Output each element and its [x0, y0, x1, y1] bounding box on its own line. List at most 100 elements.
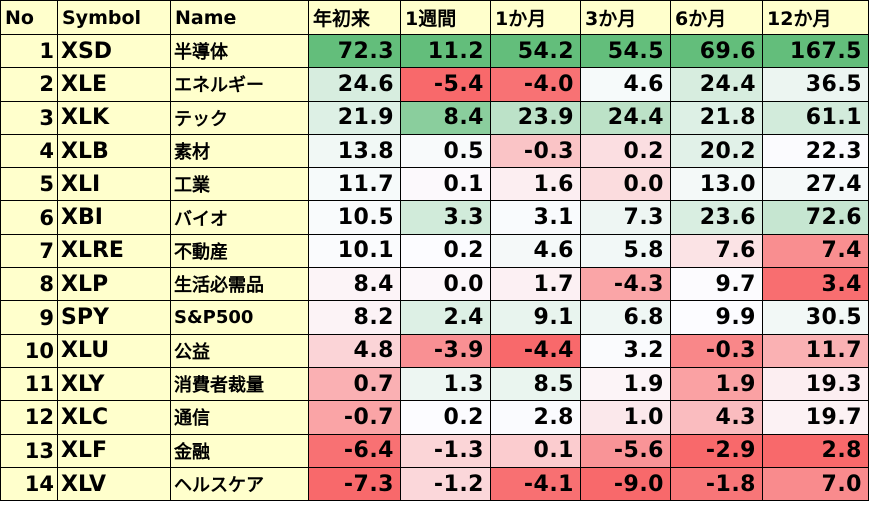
name-cell: 金融	[170, 433, 309, 468]
value-cell: 4.6	[490, 233, 581, 269]
value-cell: 30.5	[762, 300, 869, 335]
row-number: 12	[0, 400, 58, 435]
value-cell: 0.0	[400, 267, 491, 302]
header-cell: No	[0, 0, 58, 35]
value-cell: 27.4	[762, 167, 869, 202]
value-cell: 0.1	[490, 433, 581, 468]
data-row: 10 XLU 公益 4.8 -3.9 -4.4 3.2 -0.3 11.7	[0, 333, 869, 368]
data-row: 7 XLRE 不動産 10.1 0.2 4.6 5.8 7.6 7.4	[0, 233, 869, 269]
value-cell: 7.3	[580, 200, 671, 235]
value-cell: 2.4	[400, 300, 491, 335]
name-cell: エネルギー	[170, 67, 309, 102]
value-cell: -1.3	[400, 433, 491, 468]
value-cell: -4.3	[580, 267, 671, 302]
value-cell: 8.2	[308, 300, 401, 335]
name-cell: 通信	[170, 400, 309, 435]
value-cell: 0.7	[308, 366, 401, 402]
value-cell: 4.8	[308, 333, 401, 368]
value-cell: 13.8	[308, 133, 401, 169]
symbol-cell: XSD	[57, 33, 171, 69]
value-cell: 19.7	[762, 400, 869, 435]
header-cell: 1週間	[400, 0, 491, 35]
data-row: 5 XLI 工業 11.7 0.1 1.6 0.0 13.0 27.4	[0, 167, 869, 202]
header-cell: 6か月	[670, 0, 763, 35]
value-cell: 5.8	[580, 233, 671, 269]
value-cell: 0.2	[400, 233, 491, 269]
value-cell: 3.1	[490, 200, 581, 235]
value-cell: 9.7	[670, 267, 763, 302]
value-cell: 0.5	[400, 133, 491, 169]
value-cell: -4.1	[490, 466, 581, 502]
header-cell: 12か月	[762, 0, 869, 35]
value-cell: 2.8	[762, 433, 869, 468]
value-cell: -6.4	[308, 433, 401, 468]
value-cell: 20.2	[670, 133, 763, 169]
name-cell: 公益	[170, 333, 309, 368]
value-cell: -0.3	[670, 333, 763, 368]
value-cell: -0.7	[308, 400, 401, 435]
row-number: 7	[0, 233, 58, 269]
header-cell: 年初来	[308, 0, 401, 35]
header-cell: Symbol	[57, 0, 171, 35]
value-cell: 6.8	[580, 300, 671, 335]
name-cell: S&P500	[170, 300, 309, 335]
value-cell: 3.3	[400, 200, 491, 235]
value-cell: 4.3	[670, 400, 763, 435]
data-row: 4 XLB 素材 13.8 0.5 -0.3 0.2 20.2 22.3	[0, 133, 869, 169]
data-row: 12 XLC 通信 -0.7 0.2 2.8 1.0 4.3 19.7	[0, 400, 869, 435]
row-number: 13	[0, 433, 58, 468]
value-cell: 11.2	[400, 33, 491, 69]
data-row: 9 SPY S&P500 8.2 2.4 9.1 6.8 9.9 30.5	[0, 300, 869, 335]
value-cell: 1.6	[490, 167, 581, 202]
value-cell: 1.7	[490, 267, 581, 302]
row-number: 1	[0, 33, 58, 69]
value-cell: 72.3	[308, 33, 401, 69]
row-number: 3	[0, 100, 58, 135]
value-cell: 61.1	[762, 100, 869, 135]
value-cell: 19.3	[762, 366, 869, 402]
value-cell: 11.7	[762, 333, 869, 368]
symbol-cell: XLC	[57, 400, 171, 435]
value-cell: 36.5	[762, 67, 869, 102]
value-cell: 1.0	[580, 400, 671, 435]
value-cell: -4.0	[490, 67, 581, 102]
row-number: 5	[0, 167, 58, 202]
symbol-cell: XLF	[57, 433, 171, 468]
symbol-cell: XLP	[57, 267, 171, 302]
name-cell: 不動産	[170, 233, 309, 269]
value-cell: -5.6	[580, 433, 671, 468]
name-cell: テック	[170, 100, 309, 135]
value-cell: 54.2	[490, 33, 581, 69]
value-cell: 23.6	[670, 200, 763, 235]
data-row: 2 XLE エネルギー 24.6 -5.4 -4.0 4.6 24.4 36.5	[0, 67, 869, 102]
value-cell: 0.1	[400, 167, 491, 202]
value-cell: 7.6	[670, 233, 763, 269]
row-number: 8	[0, 267, 58, 302]
value-cell: -1.8	[670, 466, 763, 502]
header-row: No Symbol Name 年初来 1週間 1か月 3か月 6か月 12か月	[0, 0, 869, 35]
value-cell: -7.3	[308, 466, 401, 502]
symbol-cell: XLY	[57, 366, 171, 402]
value-cell: 21.9	[308, 100, 401, 135]
data-row: 1 XSD 半導体 72.3 11.2 54.2 54.5 69.6 167.5	[0, 33, 869, 69]
value-cell: 72.6	[762, 200, 869, 235]
value-cell: 2.8	[490, 400, 581, 435]
symbol-cell: XLB	[57, 133, 171, 169]
data-row: 8 XLP 生活必需品 8.4 0.0 1.7 -4.3 9.7 3.4	[0, 267, 869, 302]
value-cell: 1.9	[580, 366, 671, 402]
value-cell: 3.4	[762, 267, 869, 302]
name-cell: 消費者裁量	[170, 366, 309, 402]
value-cell: 8.5	[490, 366, 581, 402]
value-cell: -5.4	[400, 67, 491, 102]
name-cell: 生活必需品	[170, 267, 309, 302]
value-cell: 24.4	[670, 67, 763, 102]
value-cell: 21.8	[670, 100, 763, 135]
row-number: 4	[0, 133, 58, 169]
value-cell: -4.4	[490, 333, 581, 368]
header-cell: 1か月	[490, 0, 581, 35]
row-number: 10	[0, 333, 58, 368]
symbol-cell: XLRE	[57, 233, 171, 269]
value-cell: 10.5	[308, 200, 401, 235]
